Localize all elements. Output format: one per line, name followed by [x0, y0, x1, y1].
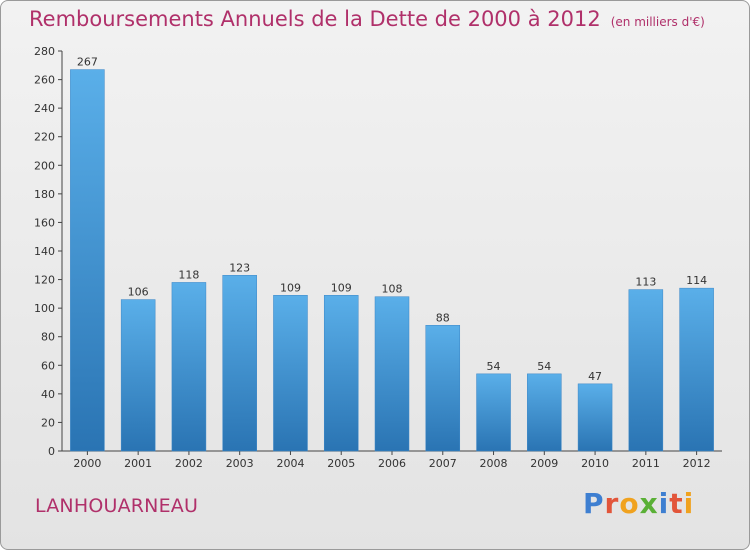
logo-letter: o: [619, 487, 640, 520]
data-label-2005: 109: [331, 281, 352, 294]
data-label-2002: 118: [178, 268, 199, 281]
y-tick-label: 160: [34, 216, 55, 229]
data-label-2000: 267: [77, 56, 98, 69]
data-label-2009: 54: [537, 360, 551, 373]
data-label-2003: 123: [229, 261, 250, 274]
logo-letter: i: [683, 487, 695, 520]
y-tick-label: 220: [34, 131, 55, 144]
y-tick-label: 120: [34, 274, 55, 287]
x-tick-label-2005: 2005: [327, 457, 355, 470]
bar-2012: [679, 287, 714, 452]
data-label-2006: 108: [382, 283, 403, 296]
data-label-2007: 88: [436, 311, 450, 324]
y-tick-label: 60: [41, 359, 55, 372]
y-tick-label: 200: [34, 159, 55, 172]
x-tick-label-2003: 2003: [226, 457, 254, 470]
y-tick-label: 240: [34, 102, 55, 115]
y-tick-label: 40: [41, 388, 55, 401]
logo-letter: t: [669, 487, 684, 520]
data-label-2012: 114: [686, 274, 707, 287]
chart-title-text: Remboursements Annuels de la Dette de 20…: [29, 7, 601, 31]
logo-letter: P: [583, 487, 605, 520]
x-tick-label-2009: 2009: [530, 457, 558, 470]
bar-2011: [628, 289, 664, 452]
x-tick-label-2000: 2000: [73, 457, 101, 470]
axes: 0 20 40 60 80 100 120 140 160 180 200 220 240 260 280 2…: [34, 45, 722, 470]
data-label-2001: 106: [128, 286, 149, 299]
x-tick-label-2002: 2002: [175, 457, 203, 470]
bar-2010: [577, 383, 613, 452]
bar-2006: [374, 296, 410, 452]
bar-2008: [476, 373, 511, 452]
y-tick-label: 100: [34, 302, 55, 315]
data-label-2004: 109: [280, 281, 301, 294]
bar-2000: [70, 69, 105, 452]
logo-letter: r: [604, 487, 620, 520]
chart-unit: (en milliers d'€): [610, 15, 705, 29]
bar-2002: [171, 282, 207, 452]
proxiti-logo: Proxiti: [583, 487, 694, 520]
x-tick-label-2008: 2008: [480, 457, 508, 470]
x-tick-label-2011: 2011: [632, 457, 660, 470]
bar-2007: [425, 325, 461, 452]
bar-2003: [222, 275, 257, 452]
y-tick-label: 140: [34, 245, 55, 258]
x-tick-label-2012: 2012: [683, 457, 711, 470]
y-tick-label: 0: [48, 445, 55, 458]
y-tick-label: 80: [41, 331, 55, 344]
data-label-2011: 113: [635, 276, 656, 289]
data-label-2008: 54: [487, 360, 501, 373]
bar-2004: [273, 295, 308, 452]
y-tick-label: 180: [34, 188, 55, 201]
y-tick-label: 260: [34, 74, 55, 87]
bar-2009: [527, 373, 562, 452]
town-name: LANHOUARNEAU: [35, 495, 199, 517]
x-tick-label-2007: 2007: [429, 457, 457, 470]
bars: 267 106 118 123 109 109 108 88 54 54 47 113 114: [70, 56, 714, 452]
x-tick-label-2001: 2001: [124, 457, 152, 470]
x-tick-label-2010: 2010: [581, 457, 609, 470]
data-label-2010: 47: [588, 370, 602, 383]
y-tick-label: 280: [34, 45, 55, 58]
y-tick-label: 20: [41, 416, 55, 429]
x-tick-label-2004: 2004: [276, 457, 304, 470]
logo-letter: i: [658, 487, 670, 520]
bar-2005: [323, 295, 359, 452]
chart-title: Remboursements Annuels de la Dette de 20…: [29, 7, 705, 31]
logo-letter: x: [639, 487, 659, 520]
bar-2001: [120, 299, 156, 452]
x-tick-label-2006: 2006: [378, 457, 406, 470]
